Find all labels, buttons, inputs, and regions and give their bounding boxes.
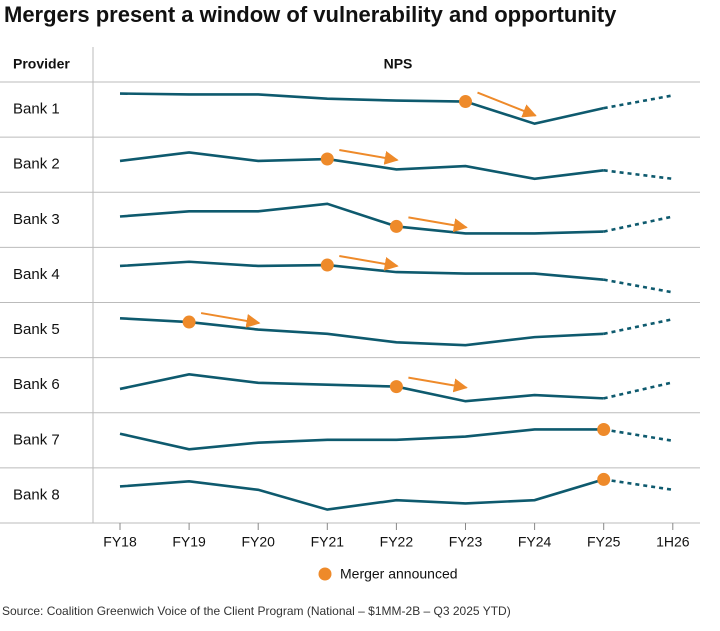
nps-projection bbox=[603, 278, 674, 294]
row-label: Bank 1 bbox=[13, 101, 60, 118]
merger-marker bbox=[389, 380, 403, 394]
merger-marker bbox=[389, 219, 403, 233]
nps-projection bbox=[603, 215, 674, 233]
row-label: Bank 2 bbox=[13, 156, 60, 173]
row-label: Bank 5 bbox=[13, 321, 60, 338]
nps-projection bbox=[603, 478, 673, 492]
legend-label: Merger announced bbox=[340, 566, 458, 582]
nps-projection bbox=[603, 317, 674, 336]
nps-line bbox=[119, 373, 604, 403]
nps-line bbox=[119, 151, 604, 181]
nps-projection bbox=[603, 428, 674, 443]
nps-line bbox=[119, 428, 604, 451]
arrow bbox=[408, 216, 468, 233]
arrow bbox=[477, 91, 537, 118]
merger-marker bbox=[597, 422, 611, 436]
nps-line bbox=[119, 478, 605, 511]
nps-line bbox=[119, 316, 604, 347]
arrow bbox=[200, 312, 261, 328]
x-tick-label: 1H26 bbox=[656, 534, 690, 550]
nps-line bbox=[119, 92, 604, 126]
nps-projection bbox=[603, 169, 673, 181]
x-tick-label: FY20 bbox=[241, 534, 275, 550]
merger-marker bbox=[182, 315, 196, 329]
x-tick-label: FY25 bbox=[587, 534, 621, 550]
nps-projection bbox=[603, 94, 674, 110]
merger-marker bbox=[320, 258, 334, 272]
merger-marker bbox=[320, 152, 334, 166]
value-header: NPS bbox=[384, 56, 413, 72]
x-tick-label: FY22 bbox=[380, 534, 414, 550]
nps-line bbox=[119, 202, 604, 235]
nps-projection bbox=[603, 381, 674, 400]
x-tick-label: FY23 bbox=[449, 534, 483, 550]
row-label: Bank 6 bbox=[13, 376, 60, 393]
row-label: Bank 7 bbox=[13, 431, 60, 448]
x-tick-label: FY21 bbox=[311, 534, 345, 550]
row-header: Provider bbox=[13, 56, 70, 72]
nps-line bbox=[119, 260, 604, 281]
source: Source: Coalition Greenwich Voice of the… bbox=[2, 604, 511, 618]
row-label: Bank 8 bbox=[13, 486, 60, 503]
arrow bbox=[408, 376, 468, 393]
x-tick-label: FY19 bbox=[172, 534, 206, 550]
x-tick-label: FY18 bbox=[103, 534, 137, 550]
merger-marker bbox=[597, 472, 611, 486]
merger-marker bbox=[459, 95, 472, 109]
row-label: Bank 3 bbox=[13, 211, 60, 228]
chart-title: Mergers present a window of vulnerabilit… bbox=[4, 2, 617, 27]
arrow bbox=[339, 255, 399, 271]
x-tick-label: FY24 bbox=[518, 534, 552, 550]
arrow bbox=[339, 149, 399, 165]
row-label: Bank 4 bbox=[13, 266, 60, 283]
legend-marker bbox=[318, 567, 332, 581]
